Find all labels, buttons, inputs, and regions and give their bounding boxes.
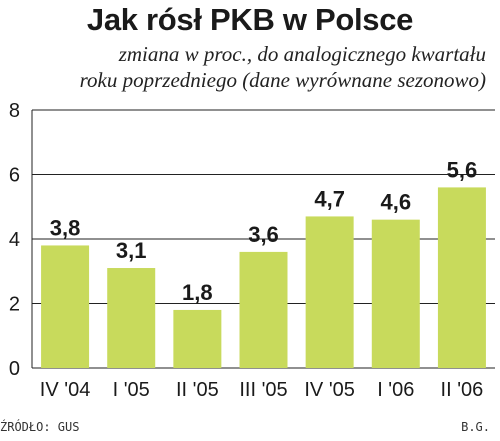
bar-6	[371, 219, 420, 368]
bar-1	[41, 245, 90, 368]
bar-5	[305, 216, 354, 368]
x-tick-label: I '06	[377, 379, 414, 401]
data-label: 3,1	[116, 238, 147, 263]
y-tick-label: 8	[9, 100, 20, 122]
data-label: 5,6	[447, 157, 478, 182]
bar-2	[107, 268, 156, 368]
x-tick-label: IV '05	[304, 379, 355, 401]
y-tick-label: 2	[9, 294, 20, 316]
chart-title: Jak rósł PKB w Polsce	[86, 2, 414, 37]
bar-3	[173, 309, 222, 368]
data-label: 1,8	[182, 280, 213, 305]
author-credit: B.G.	[461, 420, 490, 434]
source-note: ŹRÓDŁO: GUS	[0, 420, 80, 434]
x-tick-label: II '06	[441, 379, 484, 401]
y-tick-label: 6	[9, 165, 20, 187]
x-tick-label: III '05	[239, 379, 287, 401]
chart-subtitle-line-2: roku poprzedniego (dane wyrównane sezono…	[79, 68, 486, 92]
bar-7	[437, 187, 486, 368]
y-tick-label: 4	[9, 229, 20, 251]
data-label: 4,6	[380, 190, 411, 215]
bar-4	[239, 251, 288, 368]
x-tick-label: I '05	[113, 379, 150, 401]
x-tick-label: IV '04	[40, 379, 91, 401]
data-label: 3,8	[50, 215, 81, 240]
data-label: 3,6	[248, 222, 279, 247]
x-tick-label: II '05	[176, 379, 219, 401]
y-tick-label: 0	[9, 358, 20, 380]
chart-subtitle-line-1: zmiana w proc., do analogicznego kwartał…	[118, 42, 486, 66]
data-label: 4,7	[314, 186, 345, 211]
